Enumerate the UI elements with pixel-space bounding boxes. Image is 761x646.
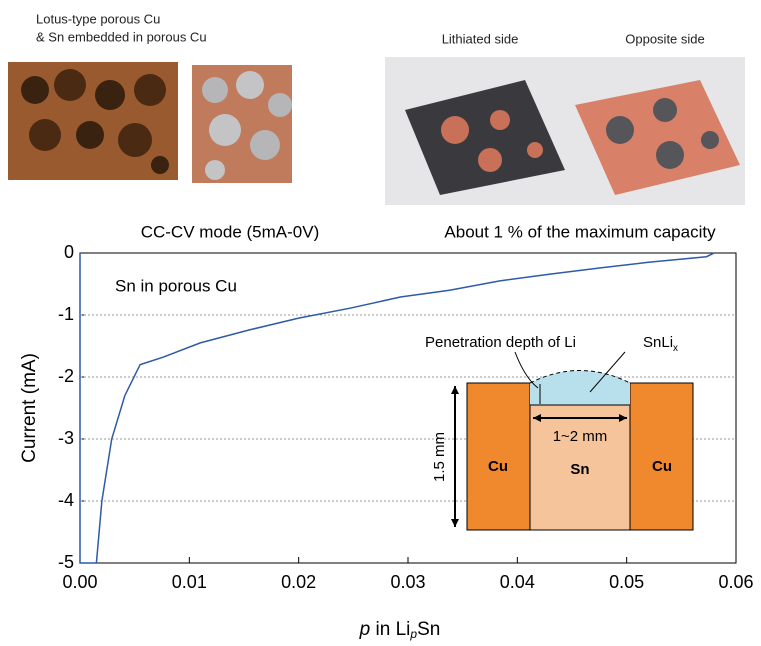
inset bbox=[451, 351, 694, 531]
x-axis-label: p in LipSn bbox=[359, 619, 441, 641]
photo-left bbox=[8, 62, 292, 183]
inset-label: 1~2 mm bbox=[553, 428, 608, 445]
x-tick-label: 0.06 bbox=[718, 572, 753, 592]
inset-label-part: SnLi bbox=[643, 334, 673, 351]
x-label-part: in Li bbox=[370, 619, 410, 640]
photo-caption: Opposite side bbox=[625, 31, 705, 46]
inset-label: Cu bbox=[652, 458, 672, 475]
y-tick-label: -4 bbox=[58, 490, 74, 510]
photo-caption: & Sn embedded in porous Cu bbox=[36, 29, 207, 44]
photo-caption: Lithiated side bbox=[442, 31, 519, 46]
x-tick-label: 0.01 bbox=[172, 572, 207, 592]
y-tick-label: -1 bbox=[58, 304, 74, 324]
x-tick-label: 0.04 bbox=[500, 572, 535, 592]
annotation: CC-CV mode (5mA-0V) bbox=[141, 222, 320, 241]
data-line bbox=[79, 252, 715, 564]
annotation: Sn in porous Cu bbox=[115, 276, 237, 295]
inset-label: Penetration depth of Li bbox=[425, 334, 576, 351]
x-tick-label: 0.00 bbox=[62, 572, 97, 592]
x-label-part: p bbox=[409, 627, 417, 641]
photo-right bbox=[385, 57, 745, 205]
inset-label: 1.5 mm bbox=[431, 432, 448, 482]
x-label-part: p bbox=[359, 619, 371, 640]
inset-label: Cu bbox=[488, 458, 508, 475]
y-tick-label: -2 bbox=[58, 366, 74, 386]
x-tick-label: 0.05 bbox=[609, 572, 644, 592]
inset-label: Sn bbox=[570, 461, 589, 478]
y-tick-label: -5 bbox=[58, 552, 74, 572]
x-tick-label: 0.03 bbox=[390, 572, 425, 592]
plot: 0 -1 -2 -3 -4 -50.00 0.01 0.02 0.03 0.04 0.05 0.06 bbox=[58, 242, 754, 592]
inset-label: SnLix bbox=[643, 334, 678, 354]
y-tick-label: 0 bbox=[64, 242, 74, 262]
x-label-part: Sn bbox=[417, 619, 440, 640]
y-axis-label: Current (mA) bbox=[19, 353, 40, 463]
annotation: About 1 % of the maximum capacity bbox=[444, 222, 716, 241]
photo-caption: Lotus-type porous Cu bbox=[36, 11, 160, 26]
inset-label-part: x bbox=[673, 343, 678, 354]
x-tick-label: 0.02 bbox=[281, 572, 316, 592]
y-tick-label: -3 bbox=[58, 428, 74, 448]
